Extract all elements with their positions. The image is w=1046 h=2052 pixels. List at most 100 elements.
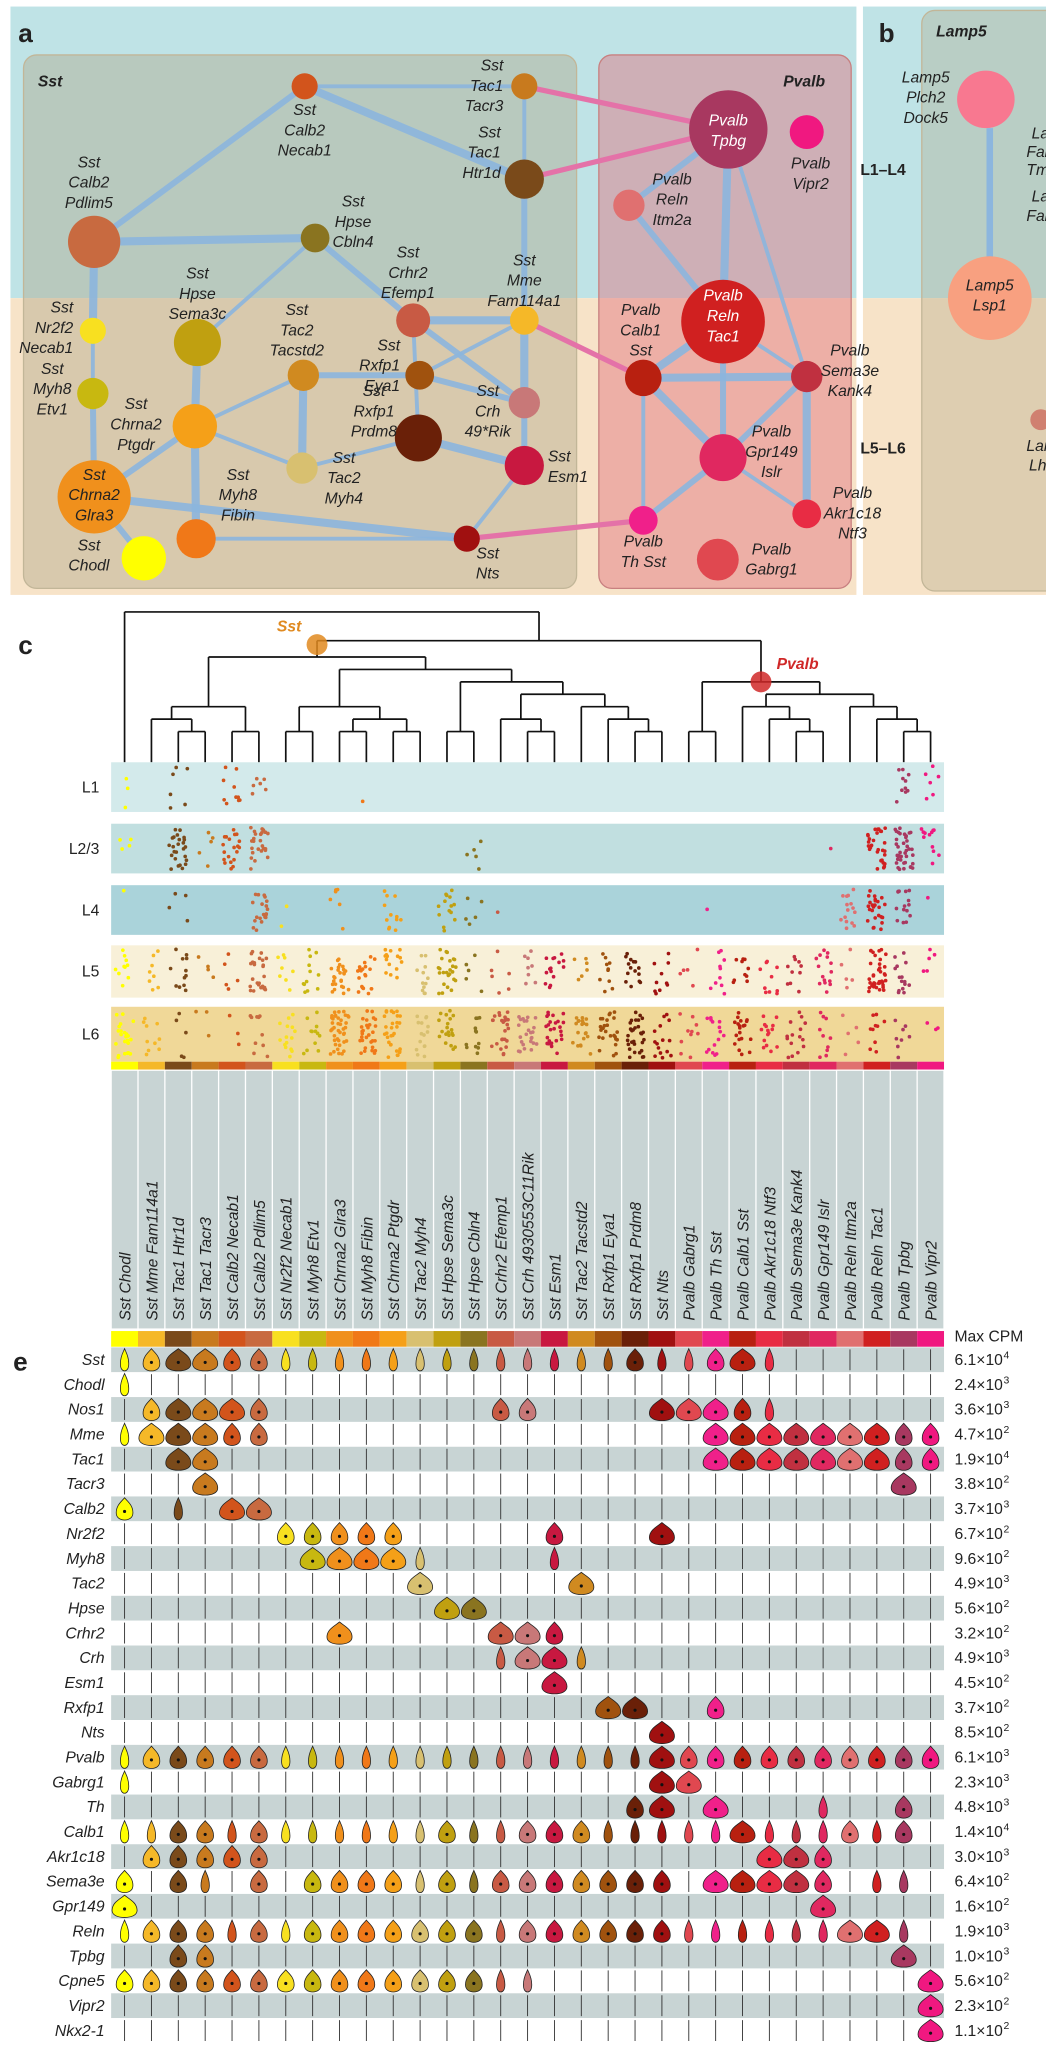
node-label: Reln bbox=[707, 308, 740, 325]
violin bbox=[169, 1844, 188, 1869]
cell-dot bbox=[872, 894, 877, 898]
network-node bbox=[789, 115, 824, 150]
cluster-strip bbox=[836, 1331, 864, 1347]
cell-dot bbox=[263, 847, 268, 851]
violin bbox=[415, 1819, 425, 1844]
cell-dot bbox=[333, 889, 338, 894]
network-edge bbox=[90, 492, 471, 543]
cell-group bbox=[329, 957, 351, 996]
cell-dot bbox=[206, 830, 211, 835]
cell-dot bbox=[342, 1049, 346, 1054]
cell-dot bbox=[251, 989, 256, 993]
label-column bbox=[729, 1070, 756, 1329]
violin-median bbox=[149, 1435, 154, 1439]
violin-median bbox=[821, 1435, 825, 1439]
violin bbox=[142, 1348, 161, 1372]
violin bbox=[119, 1819, 130, 1844]
node-label: Sst bbox=[377, 337, 400, 354]
cell-dot bbox=[169, 867, 173, 871]
violin bbox=[442, 1745, 452, 1769]
cell-dot bbox=[197, 850, 202, 855]
violin bbox=[192, 1447, 219, 1471]
cell-dot bbox=[389, 913, 393, 917]
violin-median bbox=[176, 1460, 180, 1464]
cell-group bbox=[652, 1012, 673, 1060]
cell-dot bbox=[419, 953, 424, 958]
violin-median bbox=[794, 1857, 798, 1861]
cluster-strip bbox=[702, 1061, 730, 1070]
cell-dot bbox=[125, 1038, 130, 1043]
label-column bbox=[192, 1070, 218, 1329]
cell-dot bbox=[579, 974, 584, 978]
cell-dot bbox=[767, 990, 772, 994]
cell-dot bbox=[234, 832, 239, 837]
cell-dot bbox=[798, 970, 802, 975]
violin bbox=[115, 1497, 134, 1521]
violin bbox=[894, 1820, 913, 1844]
cell-dot bbox=[426, 1024, 430, 1029]
cell-dot bbox=[897, 767, 901, 772]
cell-dot bbox=[495, 910, 500, 914]
gene-label: Calb2 bbox=[64, 1501, 105, 1518]
cluster-label: Pvalb Th Sst bbox=[709, 1231, 726, 1321]
violin bbox=[326, 1621, 353, 1645]
cell-dot bbox=[174, 765, 179, 770]
cell-dot bbox=[281, 953, 286, 957]
cell-dot bbox=[258, 781, 263, 786]
max-cpm: 3.7×10 bbox=[954, 1501, 1003, 1518]
node-label: Vipr2 bbox=[792, 176, 829, 193]
cell-dot bbox=[517, 1015, 521, 1019]
cell-dot bbox=[222, 797, 226, 802]
cell-dot bbox=[174, 947, 178, 952]
violin-median bbox=[364, 1932, 368, 1936]
violin bbox=[496, 1968, 506, 1993]
violin bbox=[411, 1919, 429, 1943]
cell-dot bbox=[144, 1024, 149, 1028]
cell-dot bbox=[336, 957, 341, 961]
node-label: Etv1 bbox=[37, 401, 68, 418]
cell-dot bbox=[236, 1031, 240, 1036]
cell-dot bbox=[253, 918, 257, 923]
cell-dot bbox=[389, 1025, 394, 1030]
max-cpm: 5.6×10 bbox=[954, 1600, 1003, 1617]
violin bbox=[737, 1918, 748, 1943]
violin-median bbox=[149, 1410, 154, 1414]
cell-dot bbox=[771, 1023, 775, 1028]
violin bbox=[491, 1869, 510, 1894]
violin bbox=[384, 1521, 403, 1546]
layer-label: L1 bbox=[82, 779, 99, 796]
cell-dot bbox=[284, 978, 288, 982]
cluster-strip bbox=[702, 1331, 730, 1347]
cell-dot bbox=[260, 1032, 265, 1037]
label-column bbox=[622, 1070, 648, 1329]
cell-dot bbox=[903, 1024, 908, 1028]
cell-dot bbox=[516, 1049, 521, 1053]
cell-dot bbox=[445, 1025, 449, 1030]
node-label: Lsp1 bbox=[973, 298, 1007, 315]
violin-median bbox=[203, 1758, 207, 1762]
violin-median bbox=[526, 1634, 530, 1638]
cell-dot bbox=[894, 906, 899, 911]
violin-median bbox=[767, 1882, 771, 1886]
cell-group bbox=[168, 765, 190, 810]
cell-dot bbox=[737, 1025, 742, 1030]
violin-median bbox=[740, 1360, 745, 1364]
cell-dot bbox=[367, 1022, 372, 1027]
cell-dot bbox=[173, 856, 178, 861]
cell-dot bbox=[384, 918, 389, 922]
cell-group bbox=[705, 907, 709, 912]
violin bbox=[818, 1794, 828, 1819]
cell-dot bbox=[150, 987, 155, 992]
violin bbox=[250, 1869, 268, 1894]
violin bbox=[281, 1819, 291, 1844]
cluster-strip bbox=[917, 1331, 945, 1347]
cell-group bbox=[814, 948, 834, 994]
cell-dot bbox=[503, 1029, 507, 1033]
cell-dot bbox=[640, 1016, 645, 1021]
cell-group bbox=[123, 776, 130, 810]
violin-median bbox=[579, 1832, 583, 1836]
cell-dot bbox=[250, 960, 255, 964]
violin bbox=[921, 1745, 940, 1769]
cell-group bbox=[894, 767, 911, 804]
